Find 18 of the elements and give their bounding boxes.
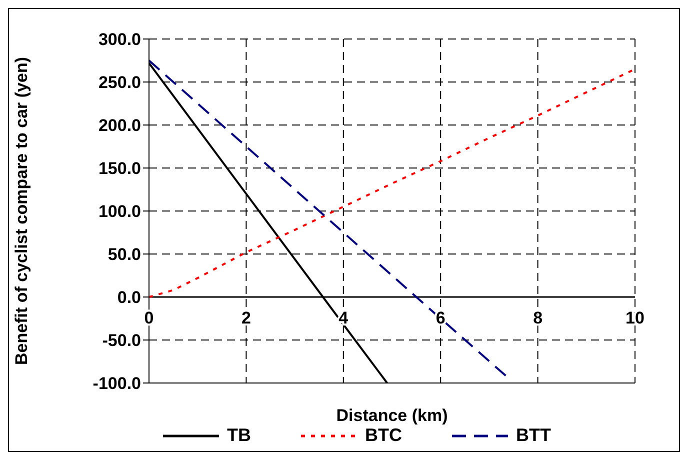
legend-label: BTT (516, 425, 551, 446)
y-tick-label: 250.0 (98, 73, 141, 92)
y-tick-label: 300.0 (98, 30, 141, 50)
y-tick-label: 150.0 (98, 159, 141, 178)
legend-label: TB (227, 425, 251, 446)
y-tick-label: 200.0 (98, 116, 141, 136)
y-tick-label: -100.0 (92, 374, 141, 394)
x-tick-label: 6 (436, 308, 446, 328)
legend-label: BTC (365, 425, 402, 446)
y-tick-label: -50.0 (102, 331, 141, 350)
x-tick-label: 2 (241, 308, 251, 328)
x-tick-label: 8 (533, 308, 543, 328)
x-axis-title: Distance (km) (336, 406, 448, 425)
y-axis-title: Benefit of cyclist compare to car (yen) (12, 57, 32, 365)
y-tick-label: 50.0 (108, 245, 141, 264)
y-tick-label: 0.0 (117, 288, 141, 308)
x-tick-label: 10 (626, 308, 644, 328)
y-tick-label: 100.0 (98, 202, 141, 222)
